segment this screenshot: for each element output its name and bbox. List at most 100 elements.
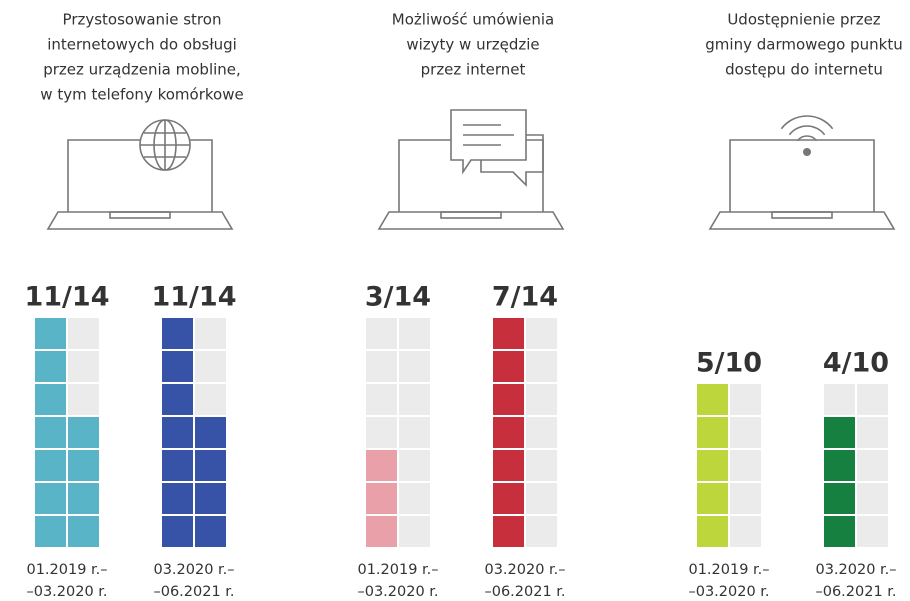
filled-cell [824,516,855,547]
empty-cell [526,417,557,448]
filled-cell [35,318,66,349]
panel: Możliwość umówienia wizyty w urzędzie prze… [357,11,565,601]
filled-cell [366,516,397,547]
panel-title: Przystosowanie stron [63,11,222,29]
panel: Udostępnienie przez gminy darmowego punkt… [688,11,902,601]
empty-cell [857,450,888,481]
panel-title: wizyty w urzędzie [406,36,539,54]
empty-cell [399,450,430,481]
period-label: 01.2019 r.– [26,562,107,578]
period-label: –06.2021 r. [484,584,565,600]
filled-cell [493,483,524,514]
empty-cell [730,417,761,448]
filled-cell [35,384,66,415]
value-label: 3/14 [365,282,431,313]
laptop-notch [440,211,502,219]
filled-cell [195,450,226,481]
laptop-base [46,211,234,230]
wifi-dot [803,148,811,156]
laptop-base [377,211,565,230]
period-label: 03.2020 r.– [484,562,565,578]
filled-cell [824,450,855,481]
panel-title: przez urządzenia mobline, [43,61,241,79]
period-label: 03.2020 r.– [153,562,234,578]
empty-cell [730,384,761,415]
value-label: 4/10 [823,348,889,379]
chat-back [480,134,544,187]
filled-cell [68,483,99,514]
empty-cell [526,384,557,415]
period-label: –03.2020 r. [688,584,769,600]
filled-cell [35,351,66,382]
filled-cell [697,516,728,547]
filled-cell [366,483,397,514]
filled-cell [68,417,99,448]
empty-cell [730,483,761,514]
empty-cell [857,483,888,514]
filled-cell [162,516,193,547]
laptop-base [708,211,896,230]
empty-cell [399,318,430,349]
laptop-screen [729,139,875,212]
filled-cell [493,318,524,349]
panel: Przystosowanie stron internetowych do obs… [24,11,243,601]
wifi-arc [796,135,818,142]
period-label: –06.2021 r. [815,584,896,600]
laptop-notch [109,211,171,219]
value-label: 7/14 [492,282,558,313]
filled-cell [68,516,99,547]
panel-title: Możliwość umówienia [392,11,554,29]
filled-cell [195,516,226,547]
empty-cell [526,450,557,481]
filled-cell [493,450,524,481]
filled-cell [162,483,193,514]
empty-cell [68,351,99,382]
filled-cell [35,450,66,481]
filled-cell [697,417,728,448]
panel-title: Udostępnienie przez [727,11,880,29]
empty-cell [366,417,397,448]
empty-cell [824,384,855,415]
panel-title: gminy darmowego punktu [705,36,902,54]
value-label: 5/10 [696,348,762,379]
value-label: 11/14 [151,282,236,313]
filled-cell [162,417,193,448]
panel-title: dostępu do internetu [725,61,883,79]
empty-cell [195,318,226,349]
filled-cell [366,450,397,481]
empty-cell [399,417,430,448]
empty-cell [399,351,430,382]
filled-cell [493,384,524,415]
empty-cell [195,384,226,415]
period-label: 01.2019 r.– [688,562,769,578]
filled-cell [824,483,855,514]
empty-cell [68,318,99,349]
laptop-notch [771,211,833,219]
period-label: –03.2020 r. [26,584,107,600]
value-label: 11/14 [24,282,109,313]
filled-cell [35,516,66,547]
filled-cell [493,417,524,448]
filled-cell [68,450,99,481]
panel-title: przez internet [421,61,526,79]
empty-cell [366,384,397,415]
filled-cell [697,483,728,514]
filled-cell [493,351,524,382]
empty-cell [68,384,99,415]
period-label: –06.2021 r. [153,584,234,600]
empty-cell [366,318,397,349]
empty-cell [399,483,430,514]
filled-cell [162,351,193,382]
filled-cell [697,450,728,481]
filled-cell [824,417,855,448]
empty-cell [730,516,761,547]
empty-cell [526,483,557,514]
filled-cell [35,417,66,448]
period-label: –03.2020 r. [357,584,438,600]
empty-cell [730,450,761,481]
period-label: 01.2019 r.– [357,562,438,578]
empty-cell [399,516,430,547]
empty-cell [857,417,888,448]
filled-cell [195,483,226,514]
filled-cell [35,483,66,514]
